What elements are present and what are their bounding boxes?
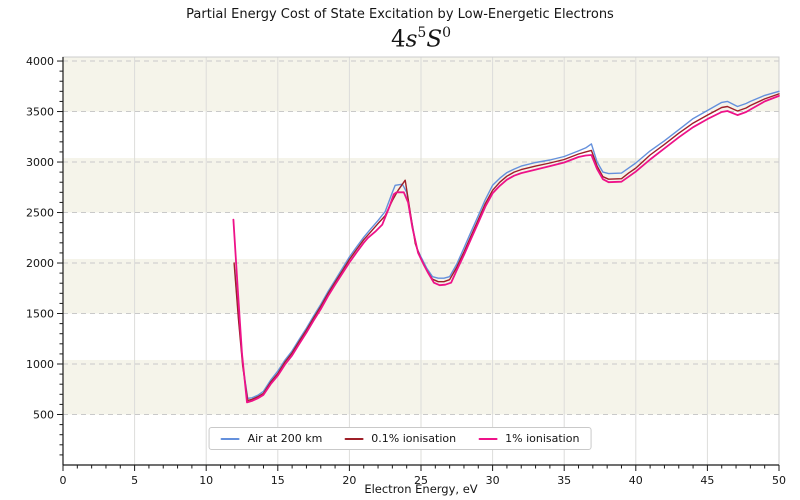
series-line-1-ionisation [232,95,780,404]
x-tick-label: 35 [557,474,571,487]
chart-title: Partial Energy Cost of State Excitation … [186,7,614,22]
legend-item-0-1-ionisation: 0.1% ionisation [344,432,456,445]
y-tick-label: 3500 [26,106,54,119]
subtitle-principal-number: 4 [390,26,406,53]
subtitle-multiplicity-superscript: 5 [417,25,427,41]
legend-label: 1% ionisation [505,432,580,445]
x-tick-label: 50 [772,474,786,487]
x-tick-label: 30 [486,474,500,487]
x-axis-label: Electron Energy, eV [364,482,478,496]
x-tick-label: 5 [131,474,138,487]
legend-item-1-ionisation: 1% ionisation [478,432,579,445]
x-tick-label: 45 [700,474,714,487]
y-tick-label: 2500 [26,207,54,220]
subtitle-term-letter: S [426,26,443,53]
y-tick-label: 4000 [26,55,54,68]
legend-swatch-0-1-ionisation [344,437,364,440]
legend-label: Air at 200 km [247,432,323,445]
x-tick-label: 0 [60,474,67,487]
subtitle-parity-superscript: 0 [442,25,452,41]
legend-swatch-air-at-200-km [220,437,240,440]
y-tick-label: 500 [33,409,54,422]
series-line-0-1-ionisation [233,93,780,402]
legend-label: 0.1% ionisation [371,432,457,445]
y-tick-label: 3000 [26,156,54,169]
y-tick-label: 1000 [26,358,54,371]
x-tick-label: 40 [629,474,643,487]
chart-subtitle: 4s5S0 [63,25,779,53]
y-tick-label: 1500 [26,308,54,321]
subtitle-orbital-letter: s [405,26,418,53]
legend: Air at 200 km 0.1% ionisation 1% ionisatio… [208,427,592,450]
legend-item-air-at-200-km: Air at 200 km [220,432,323,445]
legend-swatch-1-ionisation [478,437,498,440]
series-line-air-at-200-km [234,90,780,399]
x-tick-label: 15 [271,474,285,487]
x-tick-label: 10 [199,474,213,487]
x-tick-label: 25 [414,474,428,487]
y-tick-label: 2000 [26,257,54,270]
x-tick-label: 20 [342,474,356,487]
